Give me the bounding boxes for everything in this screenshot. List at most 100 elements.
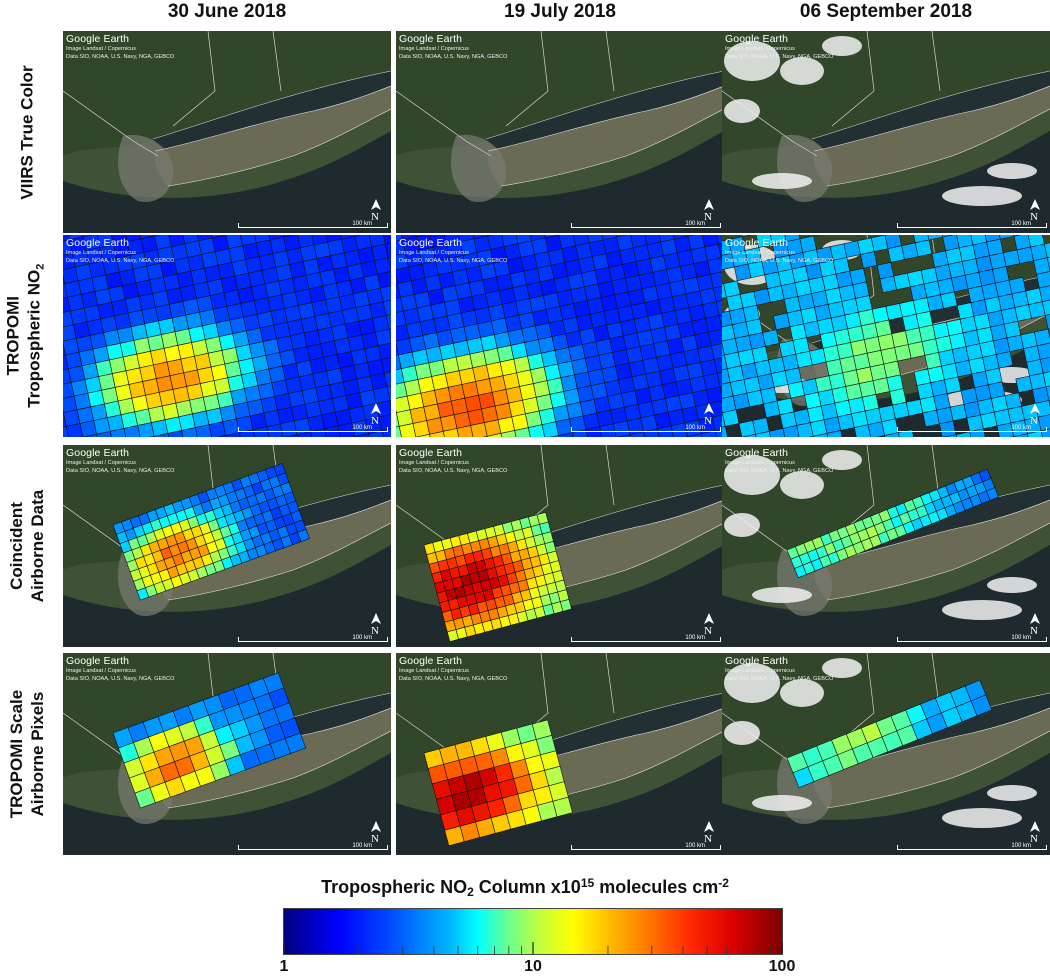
row-heading: TROPOMI Scale Airborne Pixels: [0, 653, 55, 855]
no2-pixel: [296, 431, 314, 437]
north-arrow-icon: N: [370, 403, 382, 427]
no2-pixel: [940, 291, 958, 309]
scale-bar: 100 km: [238, 220, 388, 229]
credit-line: Image Landsat / Copernicus: [399, 250, 469, 256]
imagery-credit: Image Landsat / Copernicus Data SIO, NOAA…: [66, 250, 174, 265]
north-arrow-icon: N: [1029, 199, 1041, 223]
google-earth-logo: Google Earth: [399, 447, 463, 459]
no2-pixel: [380, 356, 391, 374]
north-label: N: [1030, 625, 1038, 637]
credit-line: Data SIO, NOAA, U.S. Navy, NGA, GEBCO: [66, 53, 175, 60]
no2-pixel: [970, 694, 993, 717]
map-panel: Google Earth Image Landsat / Copernicus Da…: [722, 445, 1050, 647]
map-image: [396, 653, 724, 855]
google-earth-logo: Google Earth: [399, 655, 463, 667]
no2-pixel: [559, 598, 572, 612]
no2-pixel: [944, 376, 962, 394]
row-heading-line: VIIRS True Color: [18, 64, 38, 200]
north-label: N: [1030, 833, 1038, 845]
no2-pixel: [486, 433, 505, 437]
scale-label: 100 km: [1011, 635, 1031, 641]
no2-pixel: [211, 435, 229, 437]
no2-pixel: [63, 235, 70, 243]
no2-pixel: [383, 369, 391, 388]
no2-pixel: [385, 312, 391, 330]
north-arrow-icon: N: [1029, 613, 1041, 637]
google-earth-logo: Google Earth: [725, 447, 789, 459]
scale-bar-line: [571, 845, 721, 850]
google-earth-logo: Google Earth: [725, 237, 789, 249]
map-panel: Google Earth Image Landsat / Copernicus Da…: [63, 31, 391, 233]
map-panel: Google Earth Image Landsat / Copernicus Da…: [396, 31, 724, 233]
no2-pixel: [354, 433, 372, 437]
no2-pixel: [225, 432, 243, 437]
scale-bar: 100 km: [238, 424, 388, 433]
imagery-credit: Image Landsat / Copernicus Data SIO, NOAA…: [725, 460, 833, 475]
map-image: [63, 31, 391, 233]
column-heading: 30 June 2018: [167, 1, 287, 22]
no2-pixel: [284, 732, 307, 754]
imagery-credit: Image Landsat / Copernicus Data SIO, NOAA…: [66, 46, 174, 61]
no2-pixel: [387, 254, 391, 272]
no2-pixel: [738, 235, 757, 238]
row-heading-line: Airborne Pixels: [28, 691, 48, 817]
north-label: N: [371, 415, 379, 427]
no2-pixel: [153, 433, 172, 437]
google-earth-logo: Google Earth: [725, 33, 789, 45]
no2-pixel: [755, 430, 773, 437]
no2-pixel: [500, 430, 518, 437]
scale-label: 100 km: [685, 425, 705, 431]
no2-pixel: [914, 239, 933, 257]
north-arrow-icon: N: [370, 821, 382, 845]
credit-line: Data SIO, NOAA, U.S. Navy, NGA, GEBCO: [66, 467, 175, 474]
row-heading: Coincident Airborne Data: [0, 445, 55, 647]
no2-pixel: [884, 432, 902, 437]
credit-line: Data SIO, NOAA, U.S. Navy, NGA, GEBCO: [66, 257, 175, 264]
credit-line: Image Landsat / Copernicus: [399, 46, 469, 52]
map-panel: Google Earth Image Landsat / Copernicus Da…: [63, 653, 391, 855]
scale-label: 100 km: [1011, 425, 1031, 431]
scale-bar: 100 km: [897, 634, 1047, 643]
no2-pixel: [167, 430, 185, 437]
no2-pixel: [1046, 254, 1050, 272]
no2-pixel: [382, 235, 391, 245]
imagery-credit: Image Landsat / Copernicus Data SIO, NOAA…: [399, 46, 507, 61]
north-label: N: [371, 625, 379, 637]
colorbar-ticks: [283, 942, 783, 954]
map-image: [722, 235, 1050, 437]
credit-line: Data SIO, NOAA, U.S. Navy, NGA, GEBCO: [725, 467, 834, 474]
no2-pixel: [382, 298, 391, 316]
imagery-credit: Image Landsat / Copernicus Data SIO, NOAA…: [66, 460, 174, 475]
north-arrow-icon: N: [1029, 403, 1041, 427]
scale-bar: 100 km: [238, 634, 388, 643]
credit-line: Data SIO, NOAA, U.S. Navy, NGA, GEBCO: [725, 675, 834, 682]
scale-label: 100 km: [352, 221, 372, 227]
map-panel: Google Earth Image Landsat / Copernicus Da…: [722, 653, 1050, 855]
no2-pixel: [415, 433, 433, 437]
north-label: N: [1030, 415, 1038, 427]
no2-pixel: [955, 431, 973, 437]
no2-pixel: [282, 434, 301, 437]
credit-line: Image Landsat / Copernicus: [725, 460, 795, 466]
map-image: [722, 445, 1050, 647]
scale-bar-line: [238, 223, 388, 228]
no2-pixel: [386, 383, 391, 401]
north-arrow-icon: N: [370, 199, 382, 223]
no2-pixel: [1045, 383, 1050, 401]
imagery-credit: Image Landsat / Copernicus Data SIO, NOAA…: [725, 46, 833, 61]
no2-pixel: [925, 235, 944, 241]
scale-bar-line: [238, 637, 388, 642]
credit-line: Image Landsat / Copernicus: [66, 250, 136, 256]
credit-line: Image Landsat / Copernicus: [399, 668, 469, 674]
scale-bar-line: [897, 845, 1047, 850]
map-panel: Google Earth Image Landsat / Copernicus Da…: [396, 445, 724, 647]
no2-pixel: [762, 329, 780, 347]
map-image: [63, 235, 391, 437]
no2-pixel: [552, 796, 573, 818]
column-heading: 19 July 2018: [504, 1, 616, 22]
google-earth-logo: Google Earth: [66, 33, 130, 45]
row-heading: TROPOMI Tropospheric NO2: [0, 235, 55, 437]
north-label: N: [704, 415, 712, 427]
no2-pixel: [368, 430, 386, 437]
scale-label: 100 km: [685, 843, 705, 849]
